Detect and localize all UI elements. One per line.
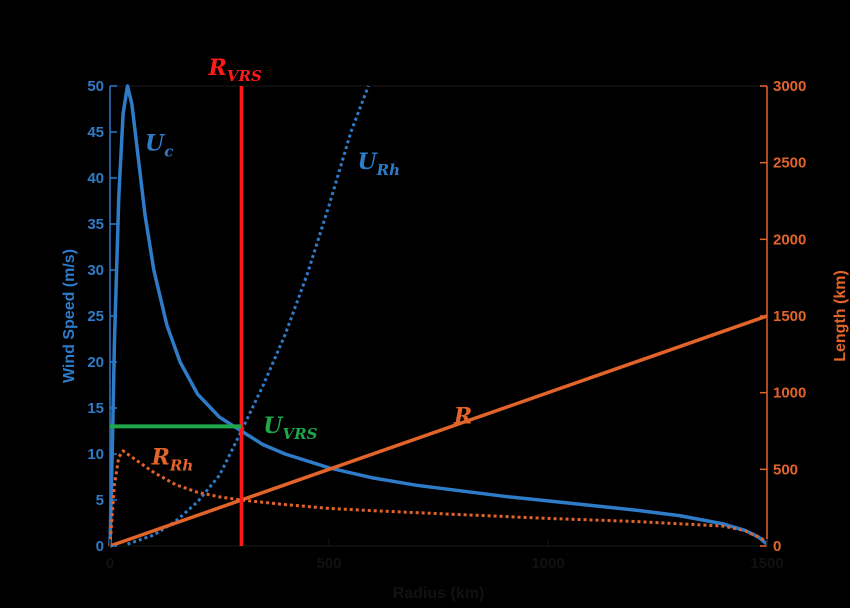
series-u-c-line [108, 84, 769, 547]
y-left-tick-label: 0 [96, 538, 104, 555]
plot-area [110, 86, 767, 546]
y-right-tick-label: 1000 [773, 385, 806, 402]
x-tick-label: 0 [106, 555, 114, 572]
reference-lines-layer [110, 86, 244, 546]
y-left-tick-label: 10 [87, 446, 104, 463]
y-right-tick-label: 500 [773, 461, 798, 478]
annotation-uc-main: U [145, 130, 166, 156]
y-left-tick-label: 15 [87, 400, 104, 417]
x-tick-label: 1500 [750, 555, 783, 572]
y-right-tick-label: 0 [773, 538, 781, 555]
ticks-layer: 0510152025303540455005001000150020002500… [87, 78, 806, 572]
y-right-tick-label: 2500 [773, 155, 806, 172]
y-left-tick-label: 25 [87, 308, 104, 325]
y-right-tick-label: 3000 [773, 78, 806, 95]
annotation-uvrs-sub: VRS [282, 425, 317, 443]
y-left-tick-label: 45 [87, 124, 104, 141]
annotation-rvrs-main: R [208, 55, 227, 81]
annotation-urh-sub: Rh [376, 161, 400, 179]
y-left-tick-label: 5 [96, 492, 104, 509]
x-axis-label: Radius (km) [393, 585, 485, 602]
annotation-urh: URh [357, 149, 400, 179]
series-layer [108, 84, 769, 548]
y-left-tick-label: 50 [87, 78, 104, 95]
y-left-tick-label: 40 [87, 170, 104, 187]
annotation-uc-sub: c [164, 142, 173, 160]
y-left-tick-label: 30 [87, 262, 104, 279]
annotation-rvrs-sub: VRS [227, 67, 262, 85]
annotation-rrh-main: R [151, 445, 170, 471]
annotation-uvrs: UVRS [263, 413, 317, 443]
x-tick-label: 1000 [531, 555, 564, 572]
annotation-uvrs-main: U [263, 413, 284, 439]
y-axis-left-label: Wind Speed (m/s) [61, 249, 78, 383]
y-left-tick-label: 20 [87, 354, 104, 371]
labels-layer: Radius (km) Wind Speed (m/s) Length (km) [61, 249, 849, 602]
series-r-line [109, 314, 768, 548]
y-axis-right-label: Length (km) [832, 270, 849, 362]
annotation-r-main: R [453, 403, 472, 429]
series-r-rh-line [108, 449, 768, 547]
y-left-tick-label: 35 [87, 216, 104, 233]
annotation-r: R [453, 403, 472, 429]
annotation-rrh: RRh [151, 445, 194, 475]
annotation-rvrs: RVRS [208, 55, 262, 85]
y-right-tick-label: 1500 [773, 308, 806, 325]
annotation-rrh-sub: Rh [169, 457, 193, 475]
annotation-uc: Uc [145, 130, 173, 160]
y-right-tick-label: 2000 [773, 231, 806, 248]
annotation-urh-main: U [357, 149, 378, 175]
annotations-layer: Uc URh RVRS UVRS R RRh [145, 55, 472, 475]
x-tick-label: 500 [316, 555, 341, 572]
plot-frame-layer [109, 85, 768, 547]
